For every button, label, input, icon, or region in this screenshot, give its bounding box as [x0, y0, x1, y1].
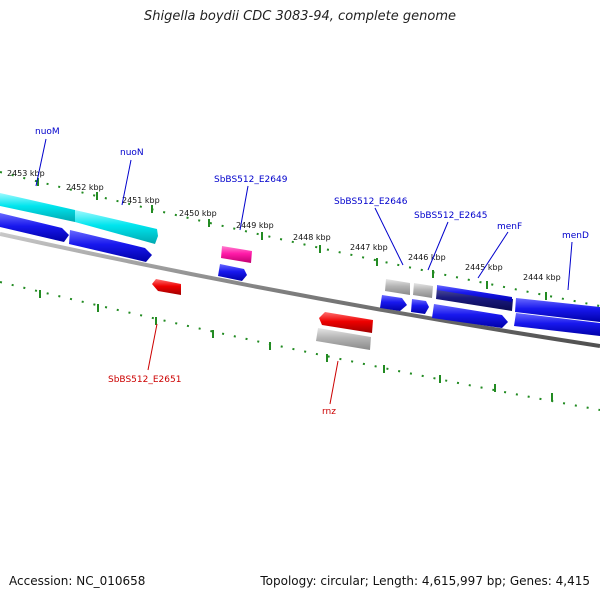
- gene-rnz[interactable]: [319, 312, 373, 333]
- reverse-callouts: [147, 323, 339, 405]
- label-SbBS512_E2646: SbBS512_E2646: [334, 197, 408, 207]
- label-SbBS512_E2651: SbBS512_E2651: [108, 375, 181, 385]
- gene-blue-5[interactable]: [411, 299, 429, 314]
- label-menD: menD: [562, 231, 589, 241]
- forward-callouts: [35, 138, 573, 291]
- gene-menF[interactable]: [437, 285, 512, 302]
- outer-tick-ruler: [0, 171, 600, 307]
- gene-SbBS512_E2645[interactable]: [436, 287, 513, 311]
- inner-ruler-line: [0, 281, 600, 411]
- gene-SbBS512_E2646[interactable]: [385, 279, 410, 295]
- gene-gray-rev[interactable]: [316, 328, 371, 350]
- label-nuoM: nuoM: [35, 127, 60, 137]
- topology-text: Topology: circular; Length: 4,615,997 bp…: [260, 574, 590, 588]
- kbp-label: 2448 kbp: [293, 233, 331, 242]
- gene-blue-2[interactable]: [69, 230, 152, 262]
- gene-nuoM[interactable]: [0, 193, 75, 222]
- gene-nuoN[interactable]: [75, 210, 158, 244]
- kbp-label: 2445 kbp: [465, 263, 503, 272]
- gene-SbBS512_E2651[interactable]: [152, 279, 181, 295]
- kbp-label: 2444 kbp: [523, 273, 561, 282]
- genome-backbone: [0, 232, 600, 348]
- outer-ruler-line: [0, 171, 600, 307]
- inner-tick-ruler: [0, 281, 600, 411]
- label-menF: menF: [497, 222, 522, 232]
- kbp-label: 2446 kbp: [408, 253, 446, 262]
- map-title: Shigella boydii CDC 3083-94, complete ge…: [143, 9, 457, 24]
- gene-blue-4[interactable]: [380, 295, 407, 311]
- gene-blue-7[interactable]: [514, 313, 600, 336]
- gene-blue-6[interactable]: [432, 304, 508, 328]
- label-SbBS512_E2645: SbBS512_E2645: [414, 211, 487, 221]
- gene-features: [0, 193, 600, 350]
- kbp-label: 2453 kbp: [7, 169, 45, 178]
- kbp-label: 2452 kbp: [66, 183, 104, 192]
- label-rnz: rnz: [322, 407, 336, 417]
- gene-dark-small[interactable]: [413, 283, 433, 298]
- kbp-label: 2450 kbp: [179, 209, 217, 218]
- kbp-label: 2449 kbp: [236, 221, 274, 230]
- gene-blue-1[interactable]: [0, 213, 69, 242]
- gene-menD[interactable]: [515, 298, 600, 322]
- gene-blue-3[interactable]: [218, 264, 247, 281]
- gene-SbBS512_E2649[interactable]: [221, 246, 252, 263]
- kbp-label: 2451 kbp: [122, 196, 160, 205]
- label-SbBS512_E2649: SbBS512_E2649: [214, 175, 288, 185]
- kbp-labels: 2453 kbp 2452 kbp 2451 kbp 2450 kbp 2449…: [7, 169, 561, 282]
- label-nuoN: nuoN: [120, 148, 144, 158]
- accession-text: Accession: NC_010658: [9, 574, 146, 588]
- kbp-label: 2447 kbp: [350, 243, 388, 252]
